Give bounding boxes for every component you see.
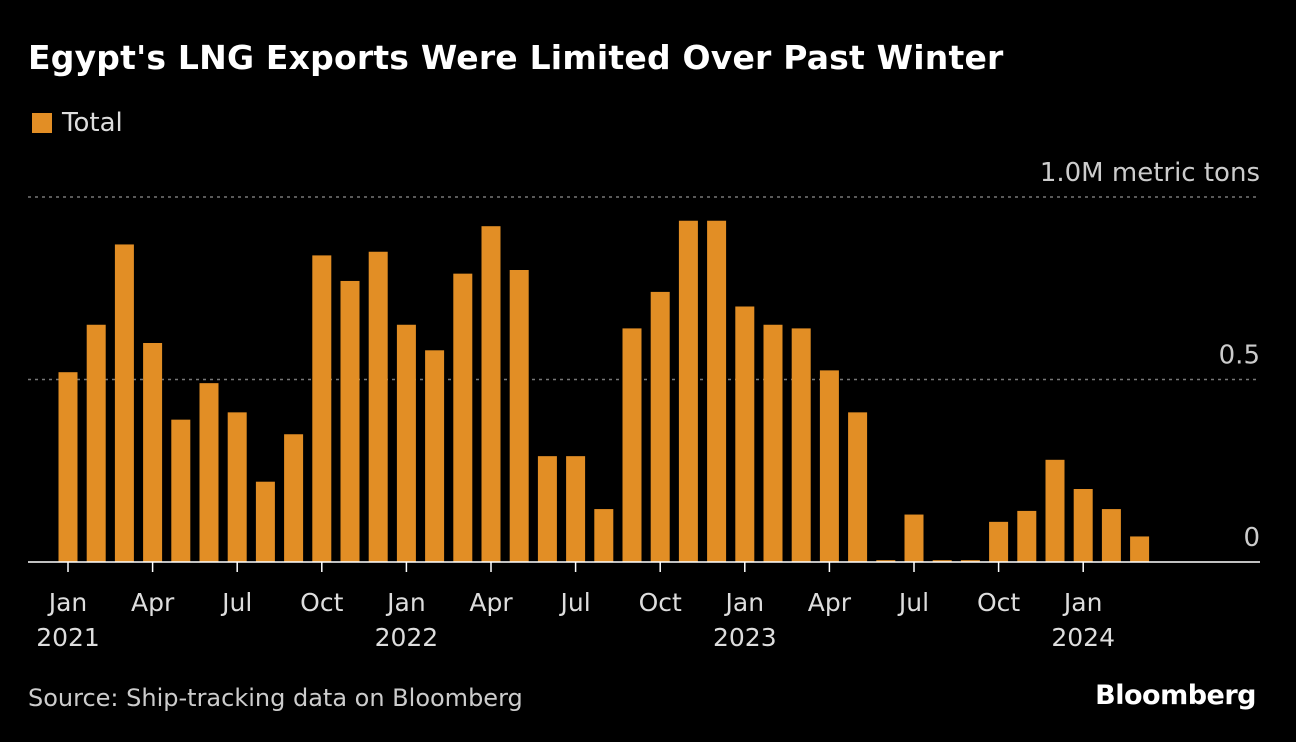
x-tick-label: Jan bbox=[47, 588, 88, 617]
y-tick-label: 1.0M metric tons bbox=[1040, 158, 1260, 188]
bar bbox=[678, 220, 698, 562]
x-year-label: 2021 bbox=[36, 623, 100, 652]
bar bbox=[594, 509, 614, 562]
legend: Total bbox=[32, 108, 123, 138]
bar bbox=[735, 306, 755, 562]
bar bbox=[199, 383, 219, 562]
bar bbox=[848, 412, 868, 562]
bar bbox=[932, 560, 952, 562]
x-tick-label: Jul bbox=[220, 588, 252, 617]
bar bbox=[312, 255, 332, 562]
y-tick-label: 0 bbox=[1243, 523, 1260, 553]
bar bbox=[622, 328, 642, 562]
bar bbox=[1130, 536, 1150, 562]
x-tick-label: Jan bbox=[385, 588, 426, 617]
x-year-label: 2022 bbox=[375, 623, 439, 652]
bar bbox=[537, 456, 557, 562]
bar bbox=[171, 419, 191, 562]
x-tick-label: Oct bbox=[639, 588, 682, 617]
bar bbox=[143, 343, 163, 562]
brand-logo: Bloomberg bbox=[1095, 680, 1256, 711]
x-tick-label: Apr bbox=[469, 588, 513, 617]
bar bbox=[707, 220, 727, 562]
chart-title: Egypt's LNG Exports Were Limited Over Pa… bbox=[28, 38, 1004, 77]
bar bbox=[1073, 489, 1093, 562]
legend-swatch bbox=[32, 113, 52, 133]
bar bbox=[481, 226, 501, 562]
legend-label: Total bbox=[62, 108, 123, 138]
x-year-label: 2024 bbox=[1051, 623, 1115, 652]
bar bbox=[58, 372, 78, 562]
x-tick-label: Jul bbox=[559, 588, 591, 617]
x-year-label: 2023 bbox=[713, 623, 777, 652]
x-tick-label: Oct bbox=[300, 588, 343, 617]
bar bbox=[368, 251, 388, 562]
bar bbox=[114, 244, 134, 562]
bar bbox=[791, 328, 811, 562]
bar bbox=[566, 456, 586, 562]
bar bbox=[876, 560, 896, 562]
bar bbox=[763, 324, 783, 562]
bar bbox=[255, 481, 275, 562]
bar bbox=[340, 280, 360, 562]
bar bbox=[819, 370, 839, 562]
bar bbox=[425, 350, 445, 562]
x-tick-label: Apr bbox=[808, 588, 852, 617]
x-tick-label: Oct bbox=[977, 588, 1020, 617]
bar bbox=[1101, 509, 1121, 562]
bar bbox=[227, 412, 247, 562]
x-tick-label: Apr bbox=[131, 588, 175, 617]
y-tick-label: 0.5 bbox=[1219, 341, 1260, 371]
bar bbox=[86, 324, 106, 562]
bar bbox=[650, 291, 670, 562]
bar bbox=[396, 324, 416, 562]
x-tick-label: Jul bbox=[897, 588, 929, 617]
x-tick-label: Jan bbox=[724, 588, 765, 617]
x-tick-label: Jan bbox=[1062, 588, 1103, 617]
source-note: Source: Ship-tracking data on Bloomberg bbox=[28, 684, 523, 712]
bar bbox=[989, 521, 1009, 562]
bar bbox=[904, 514, 924, 562]
bar bbox=[284, 434, 304, 562]
bar bbox=[1045, 459, 1065, 562]
bar bbox=[453, 273, 473, 562]
bar bbox=[509, 270, 529, 562]
bar bbox=[1017, 510, 1037, 562]
bar bbox=[960, 560, 980, 562]
